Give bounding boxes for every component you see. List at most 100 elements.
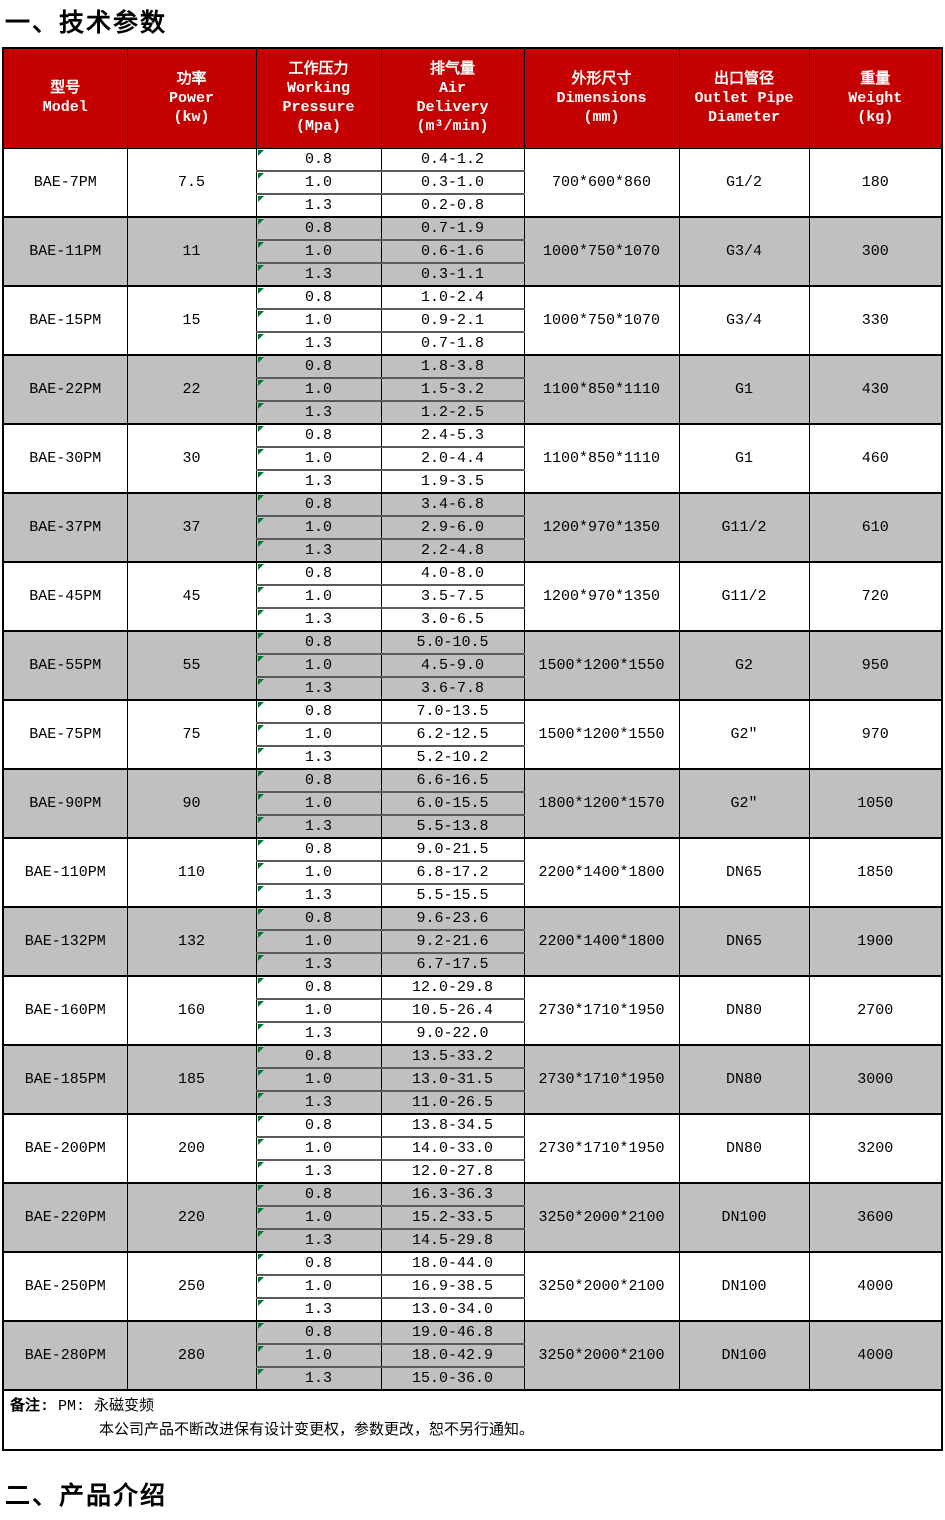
cell-pressure: 0.8 [255,217,382,241]
header-outlet-line: Diameter [707,108,780,126]
cell-weight: 720 [808,562,943,632]
header-dimensions-line: 外形尺寸 [571,70,632,88]
header-outlet-line: Outlet Pipe [694,89,794,107]
cell-pressure: 0.8 [255,493,382,517]
table-row: BAE-110PM 110 0.8 9.0-21.5 2200*1400*1800 DN6… [2,838,943,908]
cell-model: BAE-45PM [2,562,128,632]
cell-air-delivery: 18.0-42.9 [380,1344,525,1368]
cell-pressure: 1.0 [255,999,382,1023]
table-row: 1.3 9.0-22.0 [3,1022,942,1046]
cell-air-delivery: 6.7-17.5 [380,953,525,977]
cell-weight: 4000 [808,1252,943,1322]
cell-power: 15 [126,286,257,356]
cell-pressure: 1.0 [255,654,382,678]
cell-outlet-diameter: G1 [678,424,810,494]
header-dimensions-line: Dimensions [556,89,647,107]
cell-dimensions: 1500*1200*1550 [523,631,680,701]
tech-params-table: 型号 Model 功率 Power (kw) 工作压力 Working Pressure (Mp… [2,47,943,1451]
cell-pressure: 1.3 [255,815,382,839]
cell-air-delivery: 13.5-33.2 [380,1045,525,1069]
table-row: 1.3 13.0-34.0 [3,1298,942,1322]
cell-air-delivery: 19.0-46.8 [380,1321,525,1345]
cell-dimensions: 1000*750*1070 [523,217,680,287]
table-row: BAE-7PM 7.5 0.8 0.4-1.2 700*600*860 G1/2 180 [2,148,943,218]
cell-pressure: 1.3 [255,746,382,770]
header-weight-line: Weight [848,89,903,107]
table-row: BAE-15PM 15 0.8 1.0-2.4 1000*750*1070 G3/4 330 [2,286,943,356]
cell-dimensions: 3250*2000*2100 [523,1321,680,1391]
cell-weight: 330 [808,286,943,356]
cell-pressure: 1.3 [255,1022,382,1046]
cell-pressure: 0.8 [255,1045,382,1069]
cell-pressure: 1.0 [255,1344,382,1368]
table-row: 1.3 1.2-2.5 [3,401,942,425]
cell-power: 160 [126,976,257,1046]
cell-pressure: 0.8 [255,562,382,586]
cell-dimensions: 1200*970*1350 [523,493,680,563]
cell-model: BAE-30PM [2,424,128,494]
cell-power: 280 [126,1321,257,1391]
table-row: 1.3 0.2-0.8 [3,194,942,218]
cell-air-delivery: 16.9-38.5 [380,1275,525,1299]
cell-pressure: 1.3 [255,470,382,494]
cell-pressure: 1.3 [255,953,382,977]
cell-weight: 1050 [808,769,943,839]
cell-dimensions: 1500*1200*1550 [523,700,680,770]
cell-dimensions: 1000*750*1070 [523,286,680,356]
cell-outlet-diameter: G11/2 [678,562,810,632]
table-row: BAE-45PM 45 0.8 4.0-8.0 1200*970*1350 G11/2 72… [2,562,943,632]
table-row: BAE-55PM 55 0.8 5.0-10.5 1500*1200*1550 G2 950 [2,631,943,701]
cell-air-delivery: 5.5-13.8 [380,815,525,839]
cell-pressure: 0.8 [255,700,382,724]
table-row: 1.3 6.7-17.5 [3,953,942,977]
cell-pressure: 1.3 [255,332,382,356]
cell-dimensions: 1100*850*1110 [523,424,680,494]
cell-air-delivery: 9.2-21.6 [380,930,525,954]
cell-pressure: 1.3 [255,539,382,563]
cell-air-delivery: 9.0-22.0 [380,1022,525,1046]
header-power-line: 功率 [176,70,207,88]
header-power-line: (kw) [173,108,210,126]
header-dimensions-line: (mm) [583,108,620,126]
header-model: 型号 Model [2,47,128,149]
table-row: 1.0 0.6-1.6 [3,240,942,264]
table-row: 1.0 1.5-3.2 [3,378,942,402]
cell-weight: 4000 [808,1321,943,1391]
table-row: 1.0 6.0-15.5 [3,792,942,816]
table-row: BAE-220PM 220 0.8 16.3-36.3 3250*2000*2100 DN… [2,1183,943,1253]
cell-air-delivery: 0.3-1.1 [380,263,525,287]
cell-model: BAE-22PM [2,355,128,425]
table-row: BAE-250PM 250 0.8 18.0-44.0 3250*2000*2100 DN… [2,1252,943,1322]
cell-pressure: 1.3 [255,677,382,701]
cell-model: BAE-160PM [2,976,128,1046]
cell-power: 90 [126,769,257,839]
cell-weight: 950 [808,631,943,701]
header-pressure-line: 工作压力 [288,61,349,79]
cell-air-delivery: 1.0-2.4 [380,286,525,310]
cell-air-delivery: 2.4-5.3 [380,424,525,448]
cell-air-delivery: 1.8-3.8 [380,355,525,379]
cell-air-delivery: 5.0-10.5 [380,631,525,655]
header-air-line: Delivery [416,99,489,117]
cell-dimensions: 2730*1710*1950 [523,976,680,1046]
header-pressure-line: (Mpa) [295,118,341,136]
cell-air-delivery: 18.0-44.0 [380,1252,525,1276]
table-row: BAE-132PM 132 0.8 9.6-23.6 2200*1400*1800 DN6… [2,907,943,977]
cell-pressure: 0.8 [255,355,382,379]
cell-power: 37 [126,493,257,563]
cell-model: BAE-37PM [2,493,128,563]
table-footer: 备注: PM: 永磁变频 本公司产品不断改进保有设计变更权，参数更改，恕不另行通… [3,1389,942,1450]
cell-air-delivery: 10.5-26.4 [380,999,525,1023]
cell-pressure: 1.3 [255,194,382,218]
cell-dimensions: 2200*1400*1800 [523,907,680,977]
table-row: 1.3 15.0-36.0 [3,1367,942,1391]
cell-pressure: 1.3 [255,263,382,287]
table-row: 1.3 0.7-1.8 [3,332,942,356]
cell-pressure: 1.0 [255,1068,382,1092]
cell-outlet-diameter: DN80 [678,976,810,1046]
cell-outlet-diameter: DN80 [678,1045,810,1115]
cell-outlet-diameter: DN100 [678,1183,810,1253]
cell-air-delivery: 9.6-23.6 [380,907,525,931]
table-row: 1.0 2.0-4.4 [3,447,942,471]
